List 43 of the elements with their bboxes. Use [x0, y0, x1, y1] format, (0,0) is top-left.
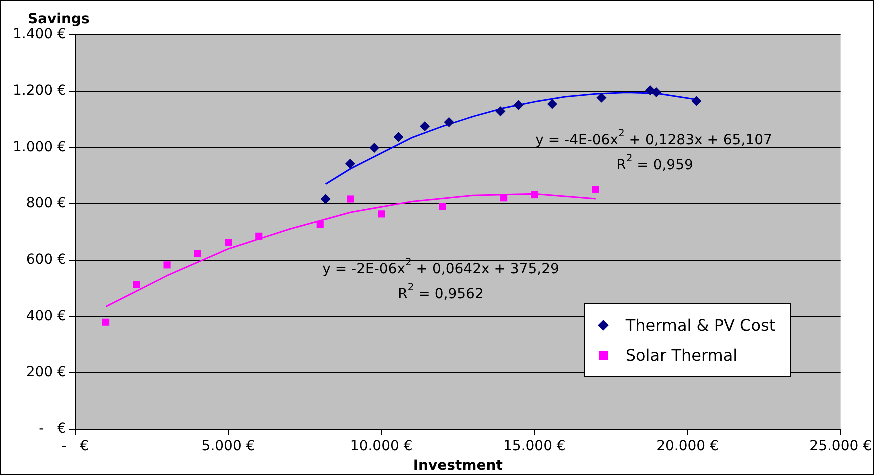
y-tick-label: - € — [39, 421, 66, 438]
point — [378, 210, 386, 218]
point — [320, 194, 331, 204]
x-tick-label: 25.000 € — [810, 438, 872, 454]
x-tick-label: 10.000 € — [350, 438, 413, 454]
point — [652, 87, 662, 98]
point — [420, 122, 430, 132]
y-tick-label: 1.000 € — [13, 139, 66, 156]
point — [547, 99, 558, 110]
x-tick-label: - € — [62, 438, 90, 454]
y-tick-label: 400 € — [26, 308, 66, 324]
legend-label: Solar Thermal — [626, 346, 738, 365]
x-axis-title: Investment — [413, 458, 504, 474]
y-tick-label: 200 € — [26, 364, 66, 381]
point — [444, 117, 454, 128]
point — [345, 159, 356, 170]
y-tick-label: 1.400 € — [13, 26, 66, 43]
point — [531, 191, 538, 199]
point — [194, 250, 202, 258]
y-tick-label: 1.200 € — [13, 82, 66, 99]
point — [224, 239, 232, 246]
point — [133, 281, 140, 288]
point — [347, 196, 355, 203]
legend-label: Thermal & PV Cost — [626, 316, 776, 335]
point — [439, 203, 446, 210]
y-axis-title: Savings — [28, 12, 90, 28]
y-tick-label: 600 € — [26, 252, 66, 268]
point — [256, 232, 263, 240]
point — [102, 318, 110, 326]
point — [596, 92, 607, 103]
point — [592, 186, 600, 194]
point — [394, 132, 404, 142]
x-tick-label: 5.000 € — [202, 438, 256, 454]
point — [496, 106, 506, 117]
point — [316, 221, 324, 228]
point — [514, 100, 524, 110]
point — [500, 194, 508, 202]
point — [164, 262, 171, 269]
point — [692, 96, 702, 106]
x-tick-label: 20.000 € — [656, 438, 719, 454]
x-tick-label: 15.000 € — [504, 438, 566, 454]
point — [370, 142, 380, 153]
y-tick-label: 800 € — [26, 196, 66, 212]
